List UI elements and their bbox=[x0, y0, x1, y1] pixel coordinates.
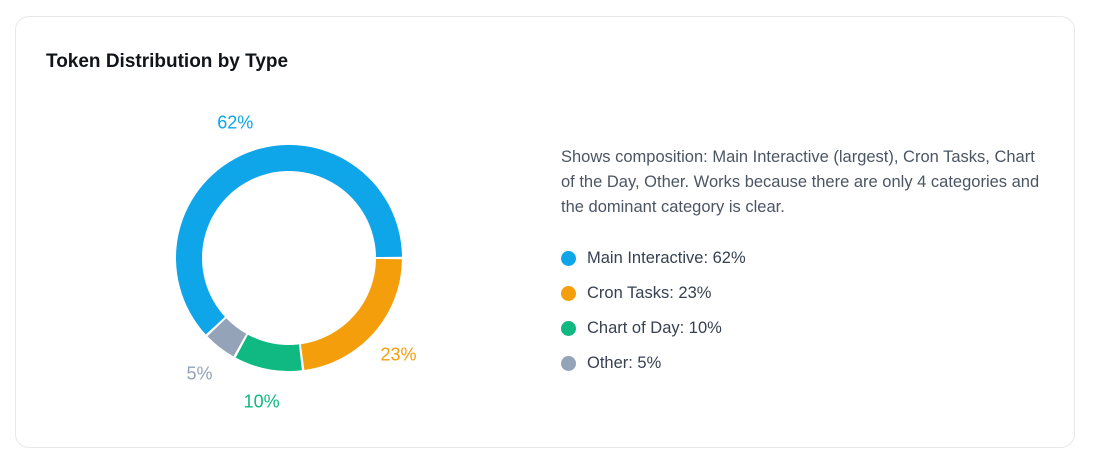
slice-label-main-interactive: 62% bbox=[217, 112, 253, 132]
donut-slice-chart-of-day[interactable] bbox=[235, 334, 302, 371]
token-distribution-card: Token Distribution by Type 62% 23% 10% 5% S… bbox=[15, 16, 1075, 448]
legend-label: Chart of Day: 10% bbox=[587, 319, 722, 337]
legend-label: Main Interactive: 62% bbox=[587, 249, 746, 267]
legend-swatch bbox=[561, 356, 576, 371]
chart-title: Token Distribution by Type bbox=[46, 51, 289, 72]
chart-legend: Main Interactive: 62% Cron Tasks: 23% Char… bbox=[561, 241, 746, 381]
legend-item: Main Interactive: 62% bbox=[561, 241, 746, 276]
slice-label-chart-of-day: 10% bbox=[244, 391, 280, 411]
legend-swatch bbox=[561, 321, 576, 336]
slice-label-other: 5% bbox=[187, 363, 213, 383]
legend-item: Other: 5% bbox=[561, 346, 746, 381]
donut-slice-other[interactable] bbox=[207, 318, 247, 357]
legend-swatch bbox=[561, 286, 576, 301]
donut-chart: 62% 23% 10% 5% bbox=[176, 112, 417, 411]
legend-item: Cron Tasks: 23% bbox=[561, 276, 746, 311]
legend-item: Chart of Day: 10% bbox=[561, 311, 746, 346]
legend-label: Cron Tasks: 23% bbox=[587, 284, 712, 302]
chart-description: Shows composition: Main Interactive (lar… bbox=[561, 148, 1040, 216]
slice-label-cron-tasks: 23% bbox=[381, 345, 417, 365]
legend-label: Other: 5% bbox=[587, 354, 662, 372]
donut-slice-main-interactive[interactable] bbox=[176, 145, 402, 335]
donut-slice-cron-tasks[interactable] bbox=[300, 258, 402, 370]
legend-swatch bbox=[561, 251, 576, 266]
